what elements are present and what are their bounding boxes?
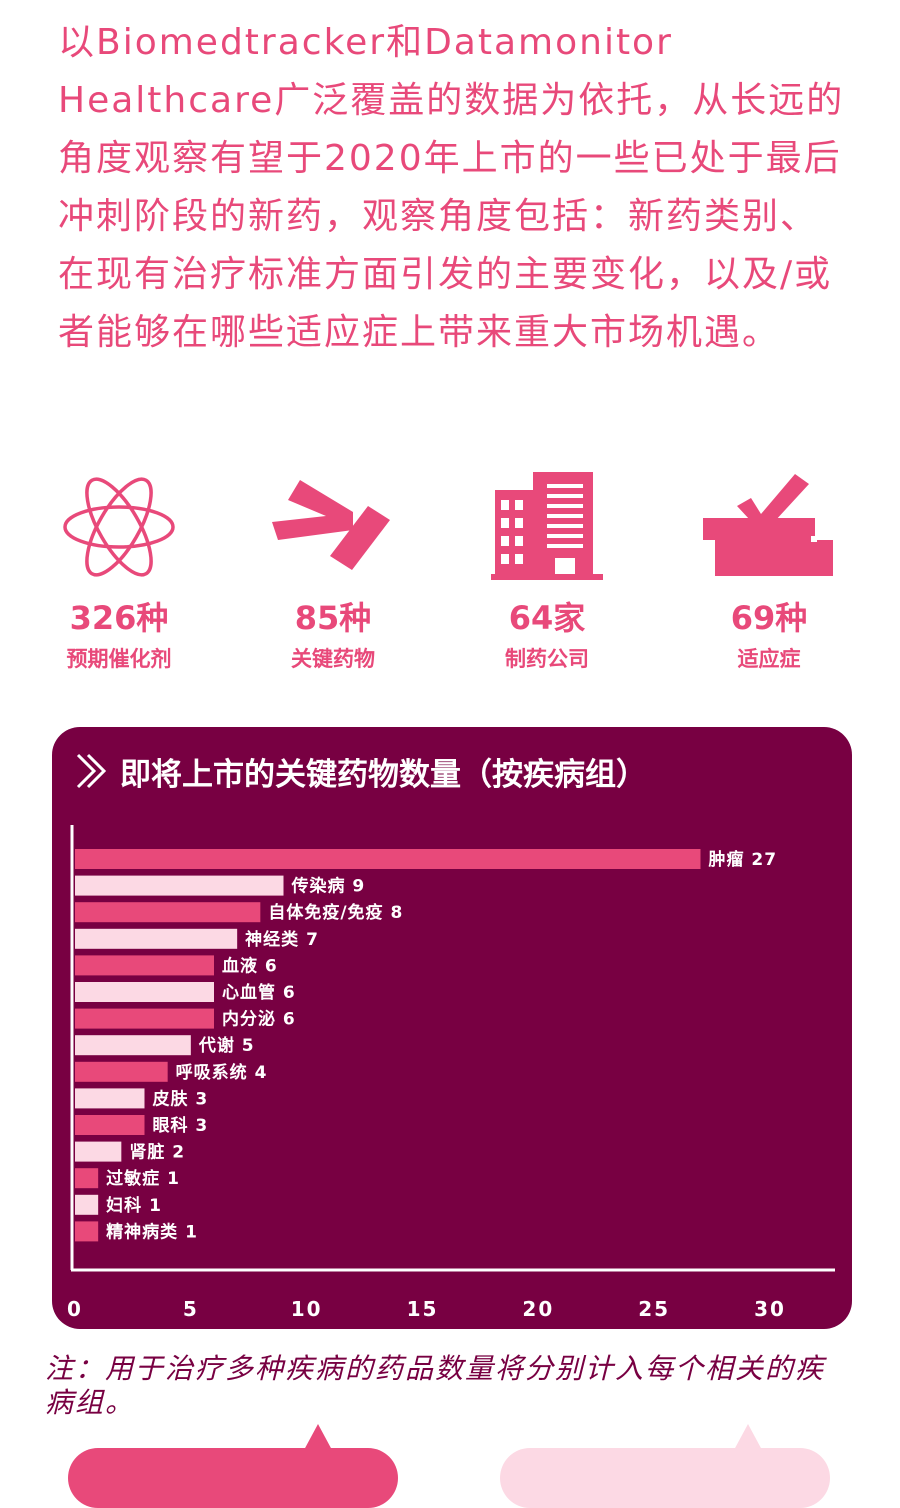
- bar-label: 皮肤 3: [153, 1088, 209, 1109]
- bar: [75, 1008, 214, 1029]
- stat-label: 制药公司: [505, 647, 589, 671]
- bar: [75, 1168, 99, 1189]
- bar-label: 肾脏 2: [129, 1142, 185, 1163]
- stat-key-drugs: 85种 关键药物: [238, 470, 428, 673]
- bar: [75, 1115, 145, 1135]
- bar: [75, 1141, 122, 1162]
- bar-label: 自体免疫/免疫 8: [268, 902, 403, 923]
- bar: [75, 1088, 145, 1109]
- stat-label: 关键药物: [291, 647, 375, 671]
- bar: [75, 1221, 99, 1242]
- stat-label: 适应症: [737, 647, 801, 671]
- x-tick-label: 15: [407, 1297, 439, 1321]
- stat-value: 64家: [508, 599, 586, 637]
- bar-label: 肿瘤 27: [709, 849, 778, 870]
- bubble-pointer-left: [304, 1424, 332, 1450]
- bar: [75, 875, 284, 896]
- bar: [75, 1061, 168, 1082]
- chevron-right-icon: [76, 753, 107, 789]
- bubble-pointer-right: [734, 1424, 762, 1450]
- bar: [75, 955, 214, 976]
- checkmark-icon: [674, 470, 864, 585]
- bar-label: 传染病 9: [291, 876, 366, 897]
- key-drugs-icon: [238, 470, 428, 585]
- bubble-right: [500, 1448, 830, 1508]
- bar-label: 代谢 5: [198, 1035, 255, 1056]
- bar: [75, 902, 261, 923]
- intro-text: 以Biomedtracker和Datamonitor Healthcare广泛覆…: [58, 22, 845, 353]
- bar-chart: 肿瘤 27 传染病 9 自体免疫/免疫 8 神经类 7 血液 6 心血管 6 内分泌 6 代谢…: [67, 825, 835, 1321]
- bar-label: 内分泌 6: [222, 1009, 296, 1030]
- bar: [75, 928, 238, 949]
- bar-label: 呼吸系统 4: [176, 1062, 268, 1083]
- bar: [75, 849, 701, 869]
- bar-label: 精神病类 1: [106, 1221, 198, 1242]
- x-tick-label: 5: [183, 1297, 199, 1321]
- bar-label: 神经类 7: [245, 929, 319, 950]
- bar-label: 眼科 3: [153, 1115, 209, 1136]
- x-tick-label: 10: [291, 1297, 323, 1321]
- x-tick-label: 20: [522, 1297, 554, 1321]
- atom-icon: [24, 470, 214, 585]
- bar-label: 血液 6: [222, 955, 278, 976]
- x-tick-label: 0: [67, 1297, 83, 1321]
- stat-value: 85种: [294, 599, 372, 637]
- x-tick-label: 30: [754, 1297, 786, 1321]
- stat-value: 69种: [730, 599, 808, 637]
- bar-label: 心血管 6: [222, 982, 296, 1003]
- bar-label: 妇科 1: [105, 1195, 162, 1216]
- chart-title: 即将上市的关键药物数量（按疾病组）: [120, 757, 647, 793]
- bar: [75, 1035, 191, 1056]
- x-tick-label: 25: [638, 1297, 670, 1321]
- footnote: 注：用于治疗多种疾病的药品数量将分别计入每个相关的疾病组。: [45, 1352, 826, 1419]
- bar-label: 过敏症 1: [106, 1168, 180, 1189]
- bar: [75, 1194, 99, 1215]
- stat-indications: 69种 适应症: [674, 470, 864, 673]
- building-icon: [452, 470, 642, 585]
- bubble-left: [68, 1448, 398, 1508]
- bar: [75, 982, 214, 1002]
- stat-value: 326种: [69, 599, 169, 637]
- stat-companies: 64家 制药公司: [452, 470, 642, 673]
- stat-label: 预期催化剂: [66, 647, 172, 671]
- stat-catalysts: 326种 预期催化剂: [24, 470, 214, 673]
